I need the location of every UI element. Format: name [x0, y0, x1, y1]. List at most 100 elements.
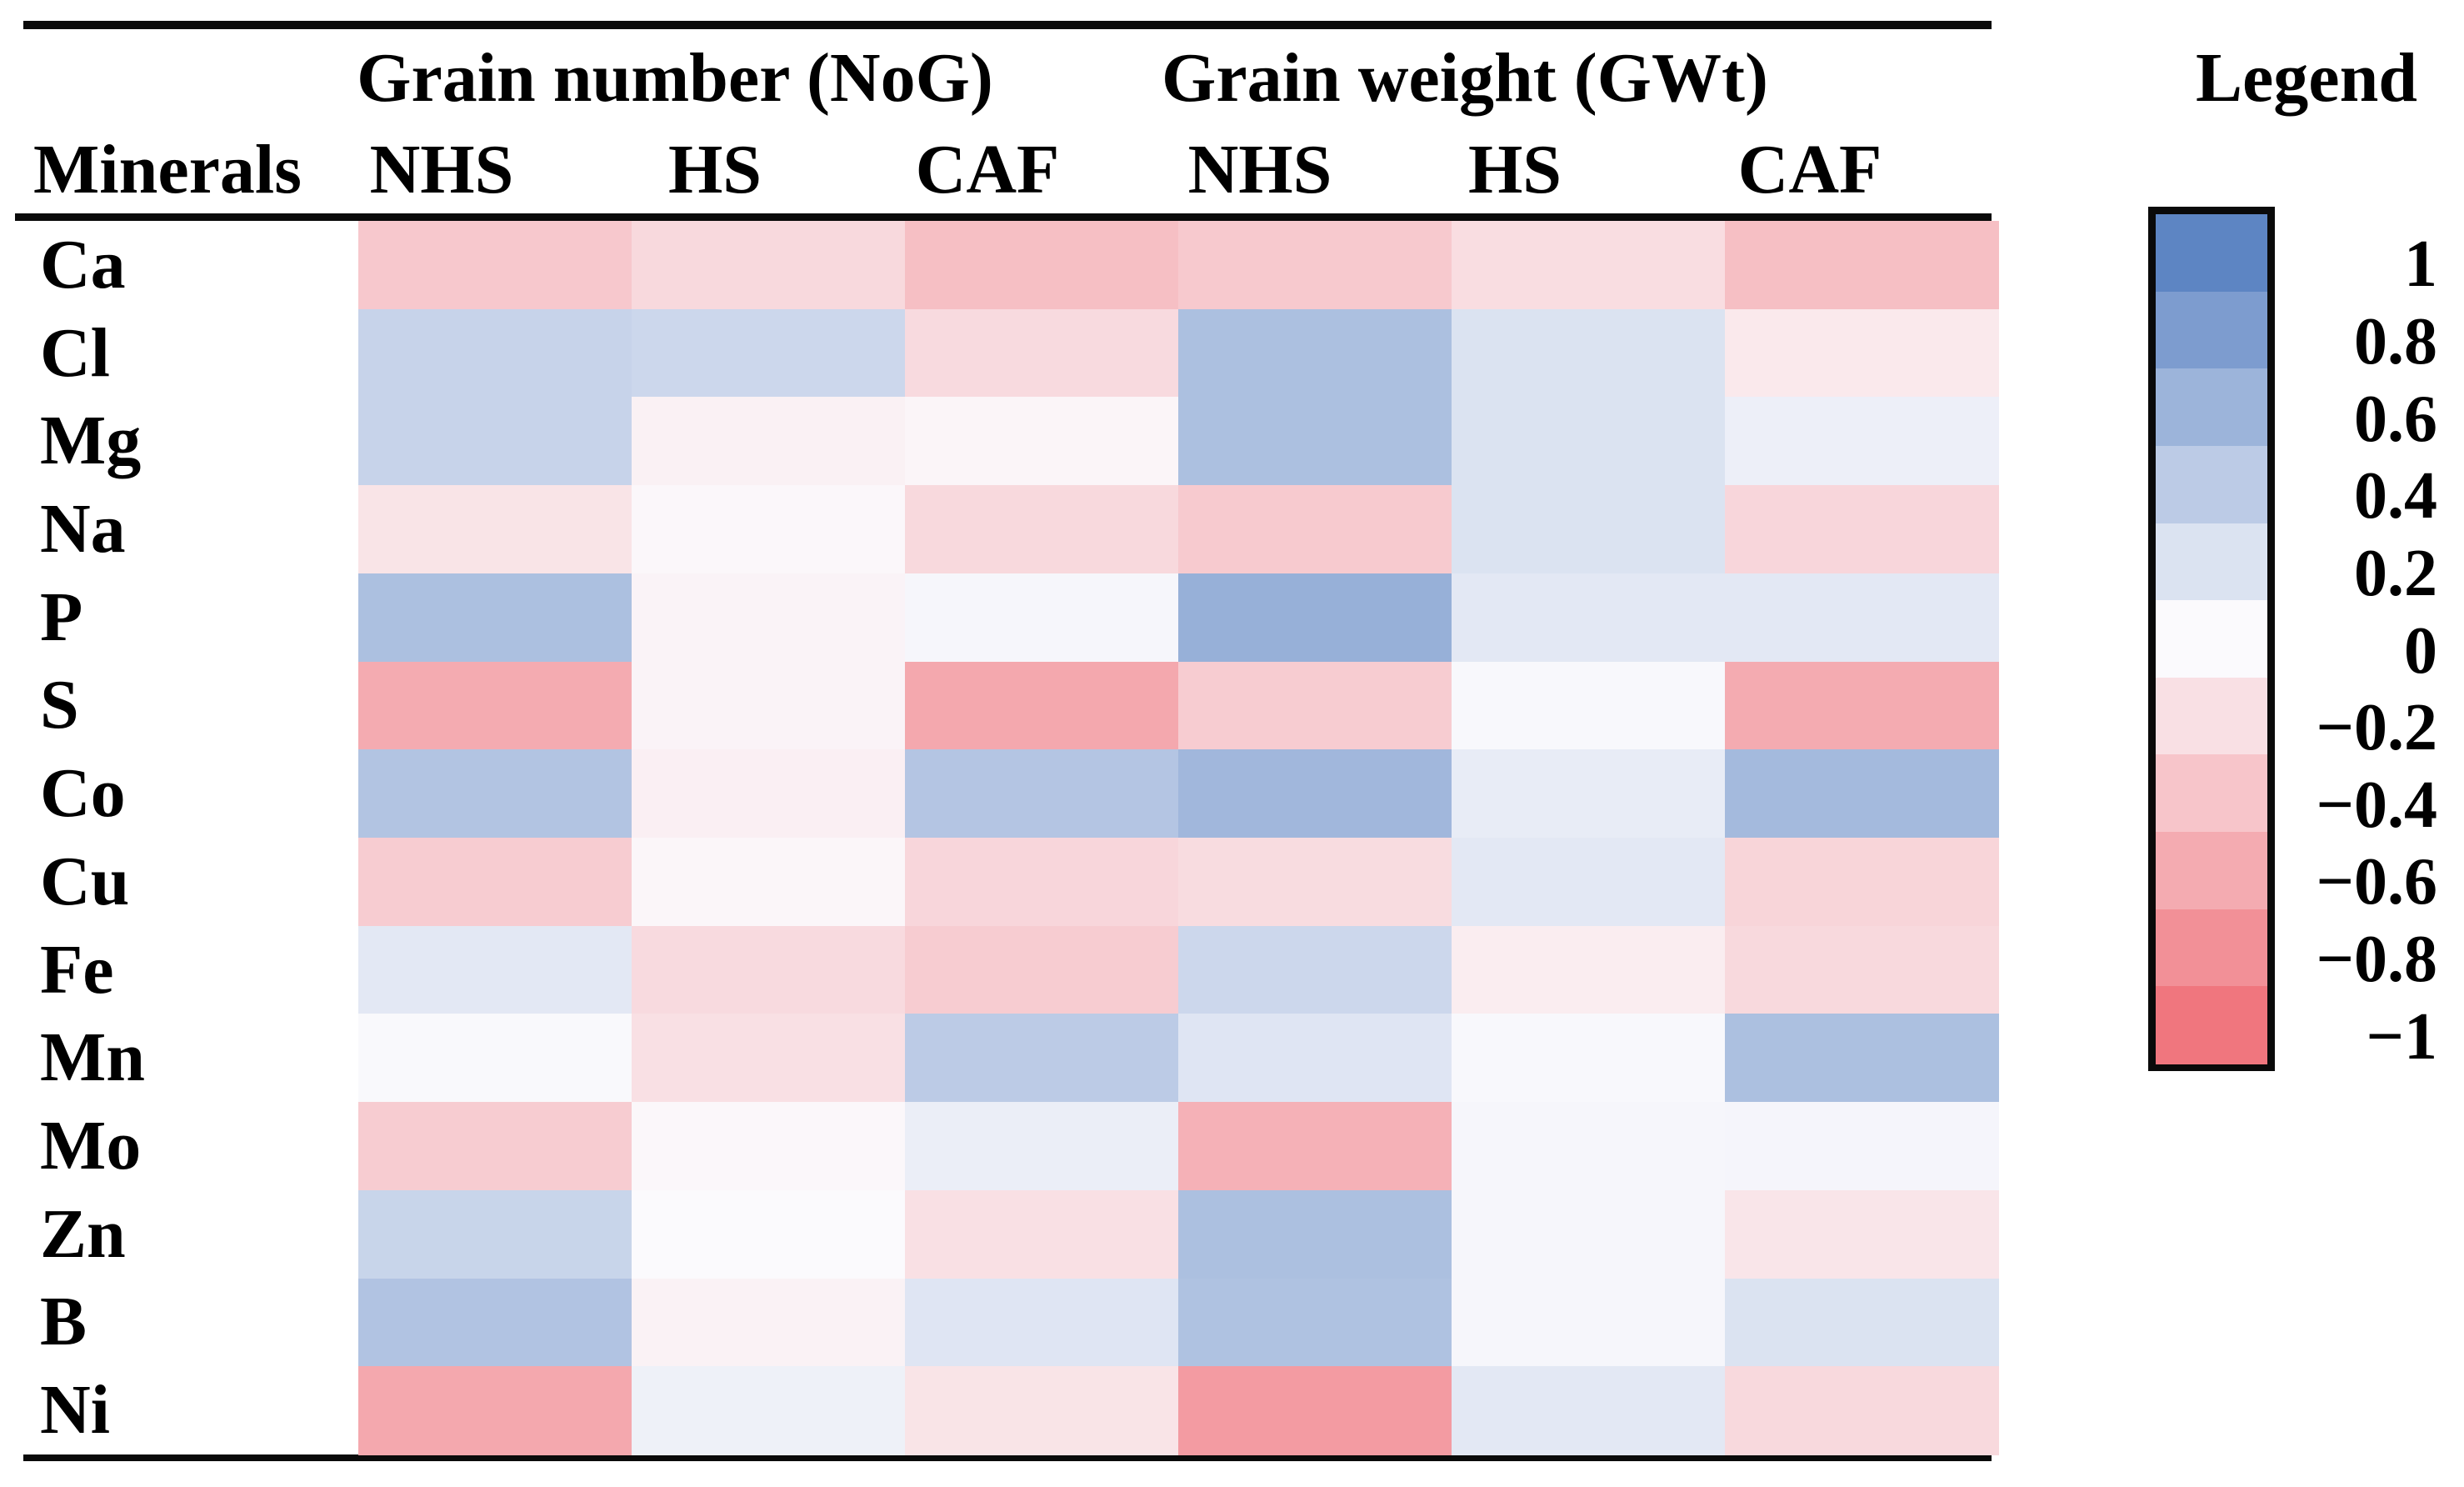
heatmap-cell [905, 221, 1179, 310]
heatmap-cell [1725, 1278, 1999, 1368]
heatmap-cell [1725, 485, 1999, 574]
heatmap-cell [358, 749, 632, 839]
column-group-grain-number: Grain number (NoG) [357, 39, 993, 117]
heatmap-cell [1725, 1014, 1999, 1104]
mineral-label: Cl [40, 313, 110, 392]
heatmap-cell [632, 661, 906, 751]
col-header-nog-nhs: NHS [369, 131, 514, 208]
mineral-label: Mo [40, 1106, 142, 1184]
heatmap-cell [1452, 308, 1726, 398]
legend-band [2156, 677, 2267, 756]
heatmap-cell [905, 573, 1179, 663]
col-header-gwt-hs: HS [1467, 131, 1562, 208]
heatmap-cell [905, 397, 1179, 487]
heatmap-cell [905, 749, 1179, 839]
heatmap-cell [905, 838, 1179, 927]
heatmap-cell [1178, 397, 1452, 487]
heatmap-cell [358, 925, 632, 1015]
heatmap-cell [1452, 1366, 1726, 1455]
heatmap-cell [1178, 749, 1452, 839]
legend-tick-label: 1 [2404, 228, 2437, 301]
heatmap-cell [905, 1102, 1179, 1191]
heatmap-cell [632, 397, 906, 487]
heatmap-cell [1452, 661, 1726, 751]
heatmap-grid [358, 221, 1999, 1455]
heatmap-cell [905, 485, 1179, 574]
heatmap-cell [1452, 749, 1726, 839]
heatmap-cell [358, 485, 632, 574]
legend-tick-label: 0.4 [2354, 459, 2437, 533]
heatmap-cell [1178, 308, 1452, 398]
heatmap-cell [358, 221, 632, 310]
heatmap-cell [632, 1189, 906, 1279]
legend-colorbar [2148, 207, 2275, 1071]
col-header-gwt-nhs: NHS [1187, 131, 1332, 208]
heatmap-cell [1725, 397, 1999, 487]
heatmap-cell [905, 1366, 1179, 1455]
legend-tick-label: −1 [2366, 1000, 2437, 1074]
mineral-row-labels: Ca Cl Mg Na P S Co Cu Fe Mn Mo Zn B Ni [0, 221, 358, 1454]
legend-tick-label: 0.2 [2354, 537, 2437, 610]
heatmap-cell [1178, 573, 1452, 663]
mineral-label: Mn [40, 1019, 145, 1097]
col-header-nog-caf: CAF [915, 131, 1060, 208]
heatmap-cell [1725, 838, 1999, 927]
heatmap-cell [1452, 485, 1726, 574]
top-rule [23, 21, 1992, 29]
mineral-label: Ni [40, 1371, 110, 1449]
heatmap-cell [905, 308, 1179, 398]
mineral-label: S [40, 666, 79, 744]
heatmap-cell [1178, 1102, 1452, 1191]
legend-tick-label: −0.8 [2316, 923, 2437, 996]
heatmap-cell [1452, 1102, 1726, 1191]
mineral-label: Co [40, 754, 126, 833]
heatmap-cell [358, 1278, 632, 1368]
heatmap-cell [1452, 397, 1726, 487]
heatmap-cell [1178, 661, 1452, 751]
legend-tick-label: 0.8 [2354, 305, 2437, 378]
heatmap-cell [1725, 308, 1999, 398]
heatmap-cell [1452, 573, 1726, 663]
heatmap-cell [358, 1189, 632, 1279]
heatmap-cell [1725, 1189, 1999, 1279]
mineral-label: P [40, 578, 83, 656]
mineral-label: Ca [40, 225, 126, 303]
heatmap-cell [905, 925, 1179, 1015]
heatmap-cell [1452, 1189, 1726, 1279]
legend-band [2156, 832, 2267, 910]
heatmap-cell [1178, 1278, 1452, 1368]
mineral-label: B [40, 1283, 87, 1361]
heatmap-cell [1725, 661, 1999, 751]
heatmap-cell [1725, 925, 1999, 1015]
legend-band [2156, 368, 2267, 447]
heatmap-cell [632, 485, 906, 574]
heatmap-cell [358, 838, 632, 927]
heatmap-cell [1452, 925, 1726, 1015]
heatmap-cell [1178, 1014, 1452, 1104]
heatmap-cell [632, 1278, 906, 1368]
heatmap-cell [1178, 1366, 1452, 1455]
mineral-label: Cu [40, 842, 130, 920]
heatmap-cell [1178, 838, 1452, 927]
heatmap-cell [1178, 925, 1452, 1015]
heatmap-cell [1452, 221, 1726, 310]
heatmap-cell [358, 661, 632, 751]
legend-band [2156, 523, 2267, 602]
heatmap-cell [905, 1014, 1179, 1104]
mineral-label: Mg [40, 402, 142, 480]
heatmap-cell [1452, 1014, 1726, 1104]
heatmap-cell [632, 1102, 906, 1191]
legend-tick-label: −0.6 [2316, 845, 2437, 919]
heatmap-cell [358, 1014, 632, 1104]
heatmap-cell [358, 397, 632, 487]
heatmap-cell [905, 661, 1179, 751]
legend-band [2156, 986, 2267, 1064]
legend-band [2156, 600, 2267, 678]
heatmap-cell [1178, 485, 1452, 574]
col-header-gwt-caf: CAF [1737, 131, 1882, 208]
legend-band [2156, 909, 2267, 988]
bottom-rule [23, 1454, 1992, 1461]
heatmap-cell [632, 573, 906, 663]
column-group-grain-weight: Grain weight (GWt) [1162, 39, 1768, 117]
heatmap-cell [1725, 1366, 1999, 1455]
